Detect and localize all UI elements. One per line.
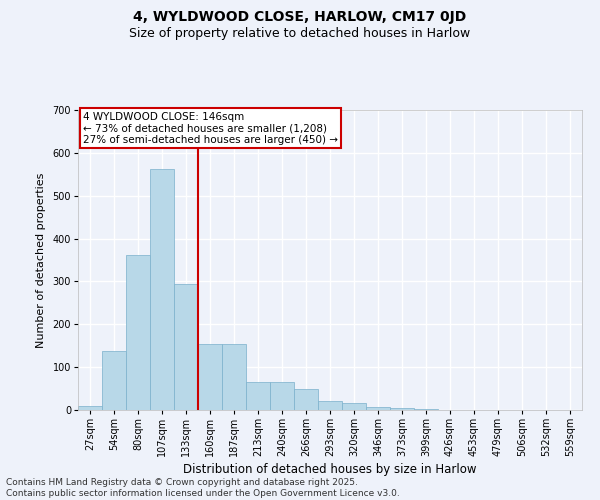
Y-axis label: Number of detached properties: Number of detached properties (35, 172, 46, 348)
Bar (294, 390, 318, 410)
Bar (78, 406, 102, 410)
Bar (270, 382, 294, 410)
Text: 4, WYLDWOOD CLOSE, HARLOW, CM17 0JD: 4, WYLDWOOD CLOSE, HARLOW, CM17 0JD (133, 10, 467, 24)
Bar (102, 352, 126, 410)
Bar (318, 400, 342, 410)
Bar (366, 407, 390, 410)
Bar (246, 382, 270, 410)
Bar (150, 169, 174, 410)
Bar (174, 284, 198, 410)
Bar (414, 409, 438, 410)
Text: Size of property relative to detached houses in Harlow: Size of property relative to detached ho… (130, 28, 470, 40)
X-axis label: Distribution of detached houses by size in Harlow: Distribution of detached houses by size … (183, 464, 477, 476)
Text: Contains HM Land Registry data © Crown copyright and database right 2025.
Contai: Contains HM Land Registry data © Crown c… (6, 478, 400, 498)
Bar (342, 402, 366, 410)
Bar (222, 344, 246, 410)
Text: 4 WYLDWOOD CLOSE: 146sqm
← 73% of detached houses are smaller (1,208)
27% of sem: 4 WYLDWOOD CLOSE: 146sqm ← 73% of detach… (83, 112, 338, 144)
Bar (198, 344, 222, 410)
Bar (390, 408, 414, 410)
Bar (126, 255, 150, 410)
